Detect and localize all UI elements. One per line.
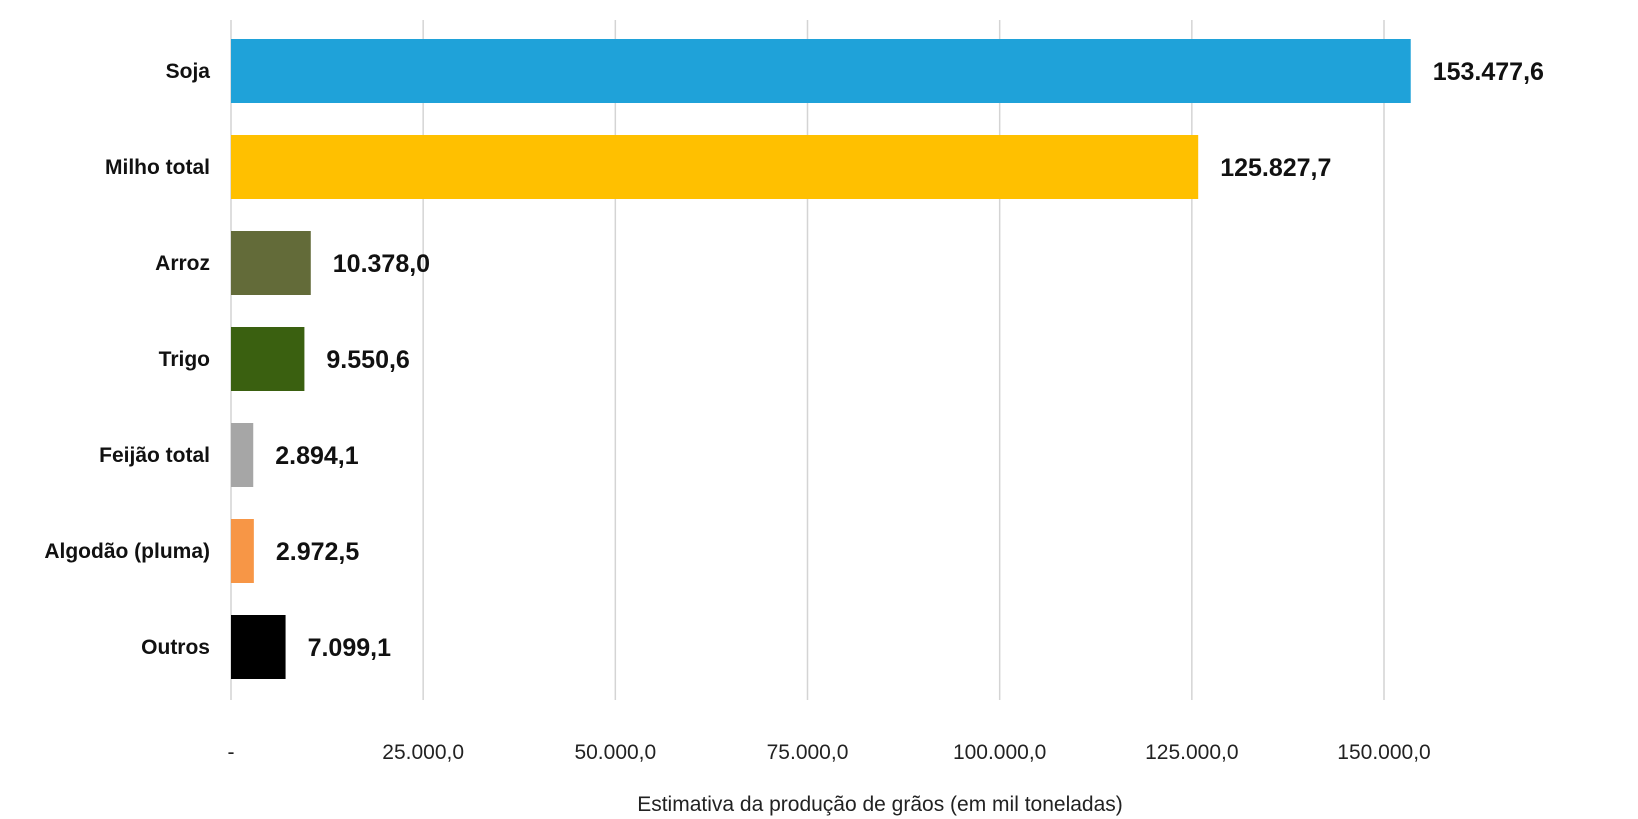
bar-6 <box>231 615 286 679</box>
x-axis-title: Estimativa da produção de grãos (em mil … <box>637 793 1123 816</box>
category-labels: Soja Milho total Arroz Trigo Feijão total Alg… <box>44 60 210 659</box>
value-label-1: 125.827,7 <box>1220 154 1331 182</box>
x-tick-label-5: 125.000,0 <box>1145 741 1238 764</box>
category-label-0: Soja <box>166 60 211 83</box>
x-tick-label-4: 100.000,0 <box>953 741 1046 764</box>
bar-2 <box>231 231 311 295</box>
x-tick-label-6: 150.000,0 <box>1337 741 1430 764</box>
category-label-3: Trigo <box>159 348 210 371</box>
bar-3 <box>231 327 305 391</box>
x-tick-labels: - 25.000,0 50.000,0 75.000,0 100.000,0 125.00… <box>228 741 1431 764</box>
bars <box>231 39 1411 679</box>
category-label-2: Arroz <box>155 252 210 275</box>
value-label-0: 153.477,6 <box>1433 58 1544 86</box>
bar-5 <box>231 519 254 583</box>
x-tick-label-3: 75.000,0 <box>767 741 849 764</box>
bar-1 <box>231 135 1199 199</box>
category-label-6: Outros <box>141 636 210 659</box>
x-tick-label-0: - <box>228 741 235 764</box>
value-label-6: 7.099,1 <box>308 634 392 662</box>
value-label-3: 9.550,6 <box>326 346 409 374</box>
category-label-5: Algodão (pluma) <box>44 540 210 563</box>
value-label-4: 2.894,1 <box>275 442 359 470</box>
bar-4 <box>231 423 254 487</box>
value-label-5: 2.972,5 <box>276 538 360 566</box>
category-label-4: Feijão total <box>99 444 210 467</box>
category-label-1: Milho total <box>105 156 210 179</box>
x-tick-label-2: 50.000,0 <box>574 741 656 764</box>
value-label-2: 10.378,0 <box>333 250 430 278</box>
x-tick-label-1: 25.000,0 <box>382 741 464 764</box>
value-labels: 153.477,6 125.827,7 10.378,0 9.550,6 2.894,1… <box>275 58 1544 662</box>
gridlines <box>230 20 1385 700</box>
bar-0 <box>231 39 1411 103</box>
